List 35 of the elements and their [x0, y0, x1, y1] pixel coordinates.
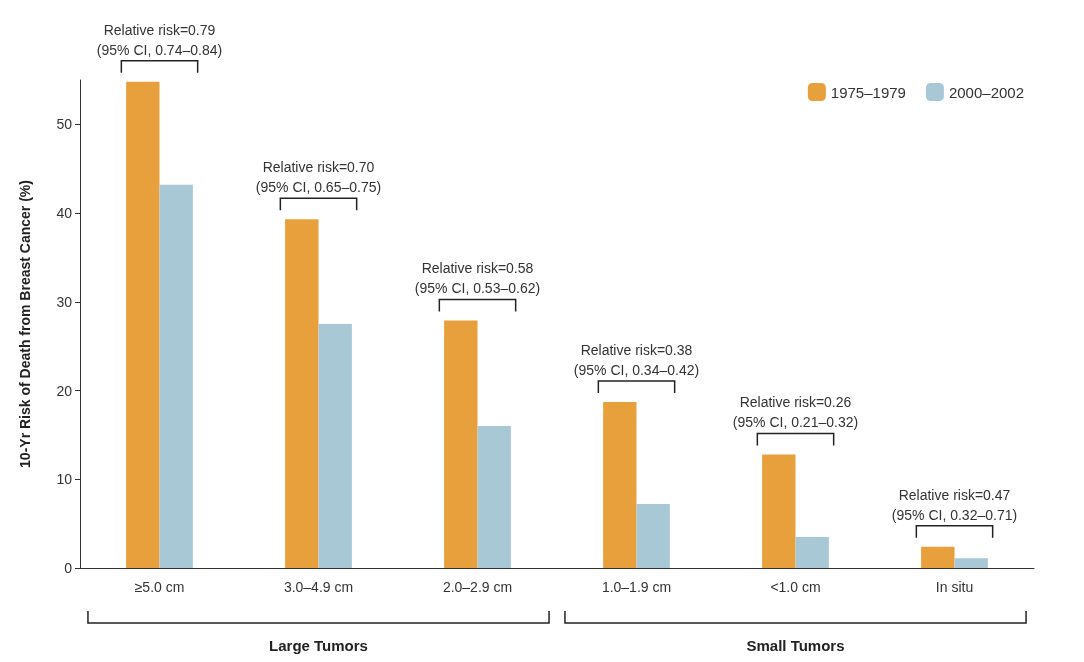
y-tick-label: 30	[56, 293, 73, 310]
bar	[603, 402, 637, 568]
y-tick-label: 10	[56, 471, 73, 488]
annotation: Relative risk=0.79 (95% CI, 0.74–0.84)	[96, 21, 223, 58]
bar	[126, 81, 160, 568]
bar	[795, 536, 829, 568]
y-tick-label: 20	[56, 382, 73, 399]
annotation: Relative risk=0.47 (95% CI, 0.32–0.71)	[891, 486, 1018, 523]
bar	[477, 426, 511, 568]
bar	[285, 219, 319, 568]
text: Small Tumors	[746, 637, 845, 654]
bar	[444, 320, 478, 568]
annotation: Relative risk=0.26 (95% CI, 0.21–0.32)	[732, 394, 859, 431]
text: Large Tumors	[269, 637, 368, 654]
y-tick-label: 50	[56, 116, 73, 133]
x-tick-label: 3.0–4.9 cm	[283, 579, 354, 595]
bar	[921, 546, 955, 568]
y-axis-title: 10-Yr Risk of Death from Breast Cancer (%)	[17, 180, 33, 468]
x-tick-label: 1.0–1.9 cm	[601, 579, 672, 595]
legend-label: 1975–1979	[830, 83, 906, 101]
annotation: Relative risk=0.58 (95% CI, 0.53–0.62)	[414, 260, 541, 297]
y-tick-label: 40	[56, 205, 73, 222]
x-tick-label: 2.0–2.9 cm	[442, 579, 513, 595]
annotation: Relative risk=0.70 (95% CI, 0.65–0.75)	[255, 159, 382, 196]
x-tick-label: <1.0 cm	[770, 579, 821, 595]
bar	[318, 324, 352, 568]
legend-label: 2000–2002	[948, 83, 1025, 101]
x-tick-label: In situ	[935, 579, 974, 595]
bar	[159, 184, 193, 568]
bar	[762, 454, 796, 568]
x-tick-label: ≥5.0 cm	[134, 579, 185, 595]
y-tick-label: 0	[64, 560, 73, 576]
bar	[954, 558, 988, 568]
bar	[636, 504, 670, 568]
annotation: Relative risk=0.38 (95% CI, 0.34–0.42)	[573, 342, 700, 379]
